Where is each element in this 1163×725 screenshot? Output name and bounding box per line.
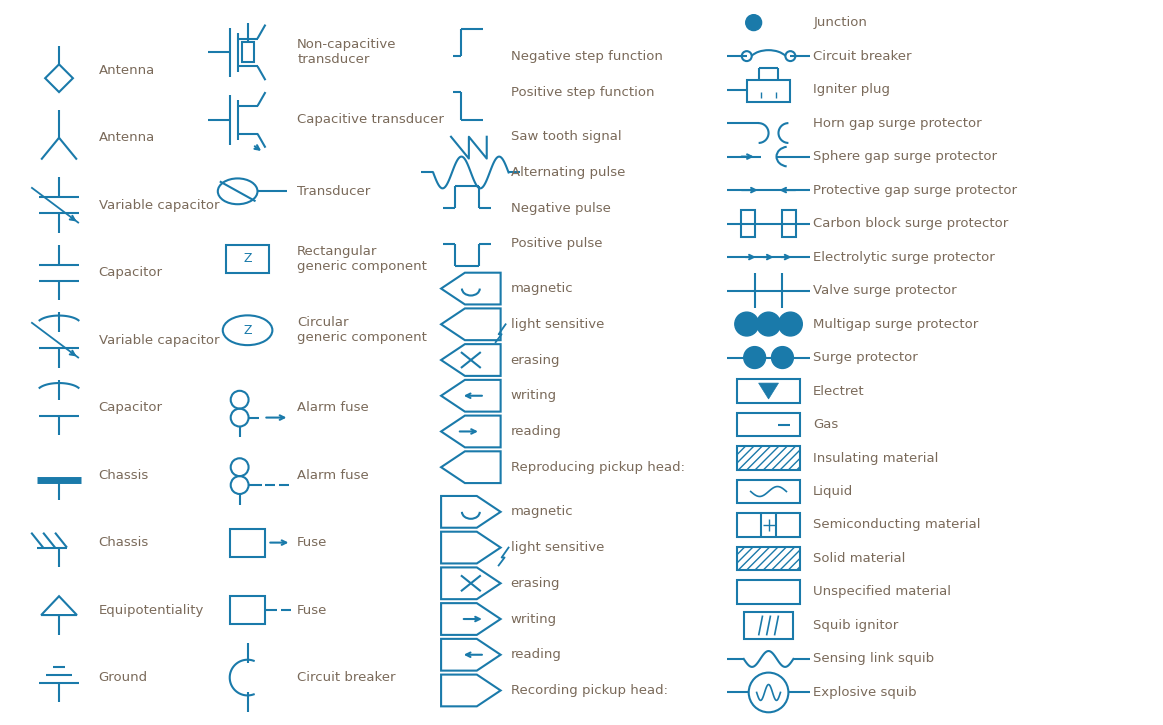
Text: Alarm fuse: Alarm fuse: [298, 468, 369, 481]
Text: Unspecified material: Unspecified material: [813, 586, 951, 598]
Text: reading: reading: [511, 425, 562, 438]
Text: Capacitor: Capacitor: [99, 401, 163, 414]
Text: Circular
generic component: Circular generic component: [298, 316, 427, 344]
Circle shape: [735, 312, 758, 336]
Text: erasing: erasing: [511, 577, 561, 590]
Text: Variable capacitor: Variable capacitor: [99, 334, 220, 347]
Text: Circuit breaker: Circuit breaker: [298, 671, 395, 684]
Text: Antenna: Antenna: [99, 131, 155, 144]
Text: Sphere gap surge protector: Sphere gap surge protector: [813, 150, 997, 163]
Text: Antenna: Antenna: [99, 64, 155, 77]
Bar: [783, 210, 797, 238]
Text: Surge protector: Surge protector: [813, 351, 918, 364]
Text: Z: Z: [243, 324, 252, 336]
Text: Alternating pulse: Alternating pulse: [511, 166, 625, 179]
Text: writing: writing: [511, 613, 557, 626]
Bar: [230, 529, 265, 557]
Bar: [737, 413, 800, 436]
Text: Insulating material: Insulating material: [813, 452, 939, 465]
Text: Fuse: Fuse: [298, 604, 328, 616]
Text: Positive step function: Positive step function: [511, 86, 654, 99]
Text: Fuse: Fuse: [298, 536, 328, 549]
Text: Variable capacitor: Variable capacitor: [99, 199, 220, 212]
Bar: [741, 210, 755, 238]
Text: Rectangular
generic component: Rectangular generic component: [298, 245, 427, 273]
Bar: [747, 80, 791, 102]
Circle shape: [771, 347, 793, 368]
Text: Semiconducting material: Semiconducting material: [813, 518, 980, 531]
Text: Solid material: Solid material: [813, 552, 906, 565]
Bar: [737, 446, 800, 470]
Text: writing: writing: [511, 389, 557, 402]
Text: Positive pulse: Positive pulse: [511, 237, 602, 250]
Text: Squib ignitor: Squib ignitor: [813, 619, 899, 632]
Bar: [226, 245, 270, 273]
Text: Equipotentiality: Equipotentiality: [99, 604, 204, 616]
Text: Multigap surge protector: Multigap surge protector: [813, 318, 978, 331]
Text: Circuit breaker: Circuit breaker: [813, 49, 912, 62]
Text: Capacitive transducer: Capacitive transducer: [298, 113, 444, 126]
Bar: [744, 612, 793, 639]
Circle shape: [778, 312, 802, 336]
Text: Electrolytic surge protector: Electrolytic surge protector: [813, 251, 996, 264]
Text: Saw tooth signal: Saw tooth signal: [511, 130, 621, 144]
Text: Chassis: Chassis: [99, 468, 149, 481]
Text: Recording pickup head:: Recording pickup head:: [511, 684, 668, 697]
Text: Junction: Junction: [813, 16, 868, 29]
Text: magnetic: magnetic: [511, 282, 573, 295]
Bar: [242, 43, 254, 62]
Text: erasing: erasing: [511, 354, 561, 367]
Text: Gas: Gas: [813, 418, 839, 431]
Text: Z: Z: [243, 252, 252, 265]
Text: light sensitive: light sensitive: [511, 541, 604, 554]
Bar: [737, 379, 800, 403]
Text: Carbon block surge protector: Carbon block surge protector: [813, 217, 1008, 230]
Text: Ground: Ground: [99, 671, 148, 684]
Text: Horn gap surge protector: Horn gap surge protector: [813, 117, 982, 130]
Bar: [737, 513, 800, 537]
Text: Explosive squib: Explosive squib: [813, 686, 916, 699]
Bar: [737, 580, 800, 604]
Circle shape: [757, 312, 780, 336]
Text: Protective gap surge protector: Protective gap surge protector: [813, 183, 1018, 196]
Text: Negative step function: Negative step function: [511, 50, 663, 63]
Text: Electret: Electret: [813, 384, 865, 397]
Circle shape: [744, 347, 765, 368]
Text: Chassis: Chassis: [99, 536, 149, 549]
Text: Sensing link squib: Sensing link squib: [813, 652, 934, 666]
Text: Negative pulse: Negative pulse: [511, 202, 611, 215]
Bar: [737, 480, 800, 503]
Text: Alarm fuse: Alarm fuse: [298, 401, 369, 414]
Text: Capacitor: Capacitor: [99, 266, 163, 279]
Text: Igniter plug: Igniter plug: [813, 83, 890, 96]
Text: Reproducing pickup head:: Reproducing pickup head:: [511, 460, 685, 473]
Bar: [737, 547, 800, 571]
Bar: [230, 596, 265, 624]
Text: magnetic: magnetic: [511, 505, 573, 518]
Text: Non-capacitive
transducer: Non-capacitive transducer: [298, 38, 397, 67]
Text: light sensitive: light sensitive: [511, 318, 604, 331]
Text: Valve surge protector: Valve surge protector: [813, 284, 957, 297]
Text: Liquid: Liquid: [813, 485, 854, 498]
Text: reading: reading: [511, 648, 562, 661]
Circle shape: [745, 14, 762, 30]
Polygon shape: [758, 383, 778, 399]
Text: Transducer: Transducer: [298, 185, 371, 198]
